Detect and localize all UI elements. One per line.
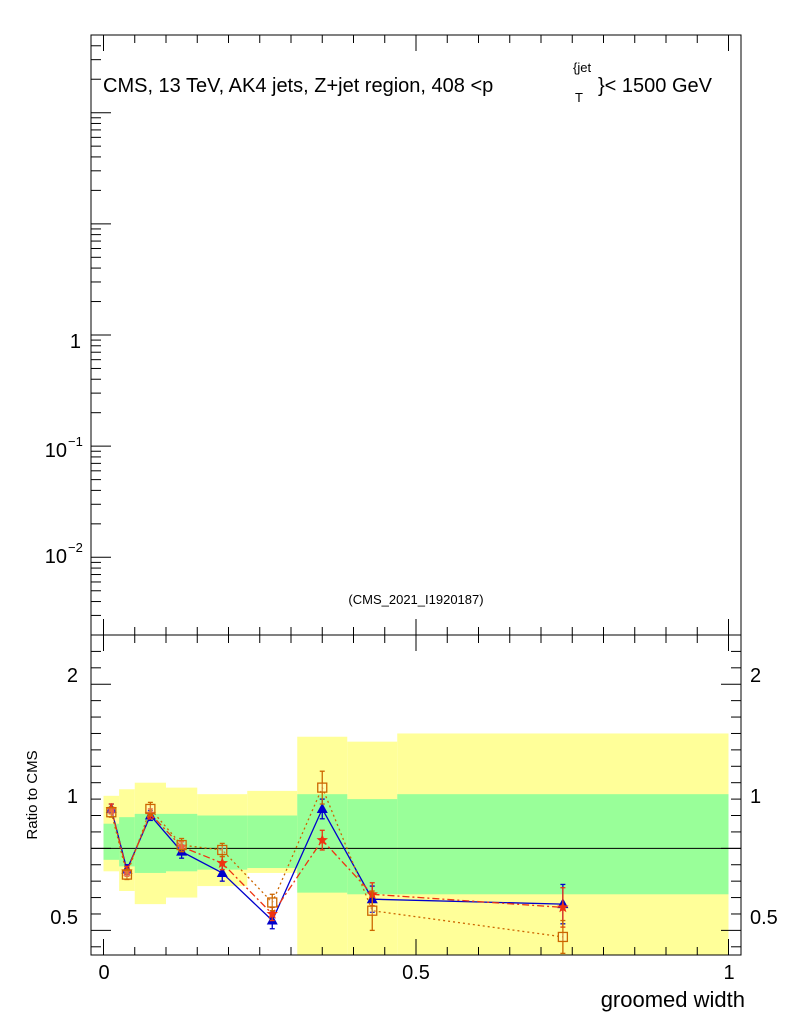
chart-title: CMS, 13 TeV, AK4 jets, Z+jet region, 408… (103, 75, 493, 97)
ratio-y-tick-label-right: 1 (750, 786, 761, 808)
series-3 (106, 770, 569, 955)
main-y-tick-label: 10 (45, 546, 67, 568)
main-y-tick-label: 10 (45, 440, 67, 462)
data-point (145, 803, 156, 815)
data-point (106, 807, 117, 818)
data-point (216, 857, 228, 868)
data-point (216, 866, 228, 877)
main-y-tick-label-exponent: −2 (68, 540, 83, 555)
inner-band-bin (347, 799, 398, 895)
inner-band-bin (247, 815, 298, 869)
chart-title-superscript: {jet (573, 60, 591, 75)
inner-band-bin (397, 794, 729, 895)
data-point (176, 839, 187, 851)
ratio-panel: 0.5 1 2 0.5 1 2 0 0.5 1 Ratio to CMS gro… (24, 35, 778, 1012)
data-point (316, 834, 328, 845)
ratio-y-tick-label-right: 0.5 (750, 907, 778, 929)
inner-band-bin (134, 813, 166, 873)
data-point (121, 869, 133, 880)
x-tick-label: 0.5 (402, 962, 430, 984)
x-tick-label: 1 (723, 962, 734, 984)
data-point (557, 901, 569, 913)
ratio-y-tick-label-left: 1 (67, 786, 78, 808)
x-axis-label: groomed width (601, 987, 745, 1012)
main-y-tick-label-base: 10 (45, 440, 67, 462)
main-panel: CMS, 13 TeV, AK4 jets, Z+jet region, 408… (45, 34, 742, 636)
analysis-annotation: (CMS_2021_I1920187) (348, 592, 483, 607)
data-point (367, 905, 378, 916)
inner-band-bin (103, 823, 120, 860)
main-y-tick-label: 1 (70, 331, 81, 353)
chart-title-subscript: T (575, 90, 583, 105)
main-y-tick-label-base: 10 (45, 546, 67, 568)
data-point (266, 908, 278, 919)
main-y-tick-labels: 1 10 −1 10 −2 (45, 331, 83, 568)
ratio-ticks (91, 35, 741, 955)
x-tick-label: 0 (98, 962, 109, 984)
chart-title-main: CMS, 13 TeV, AK4 jets, Z+jet region, 408… (103, 75, 493, 97)
data-point (316, 802, 328, 813)
y-axis-label: Ratio to CMS (24, 750, 41, 839)
data-point (557, 931, 569, 943)
data-point (317, 782, 328, 793)
data-point (267, 897, 278, 908)
main-y-tick-label-exponent: −1 (68, 434, 83, 449)
ratio-series (105, 770, 569, 955)
chart-title-tail: }< 1500 GeV (598, 75, 713, 97)
ratio-y-tick-label-right: 2 (750, 665, 761, 687)
ratio-y-tick-label-left: 2 (67, 665, 78, 687)
data-point (217, 844, 228, 856)
ratio-y-tick-label-left: 0.5 (50, 907, 78, 929)
